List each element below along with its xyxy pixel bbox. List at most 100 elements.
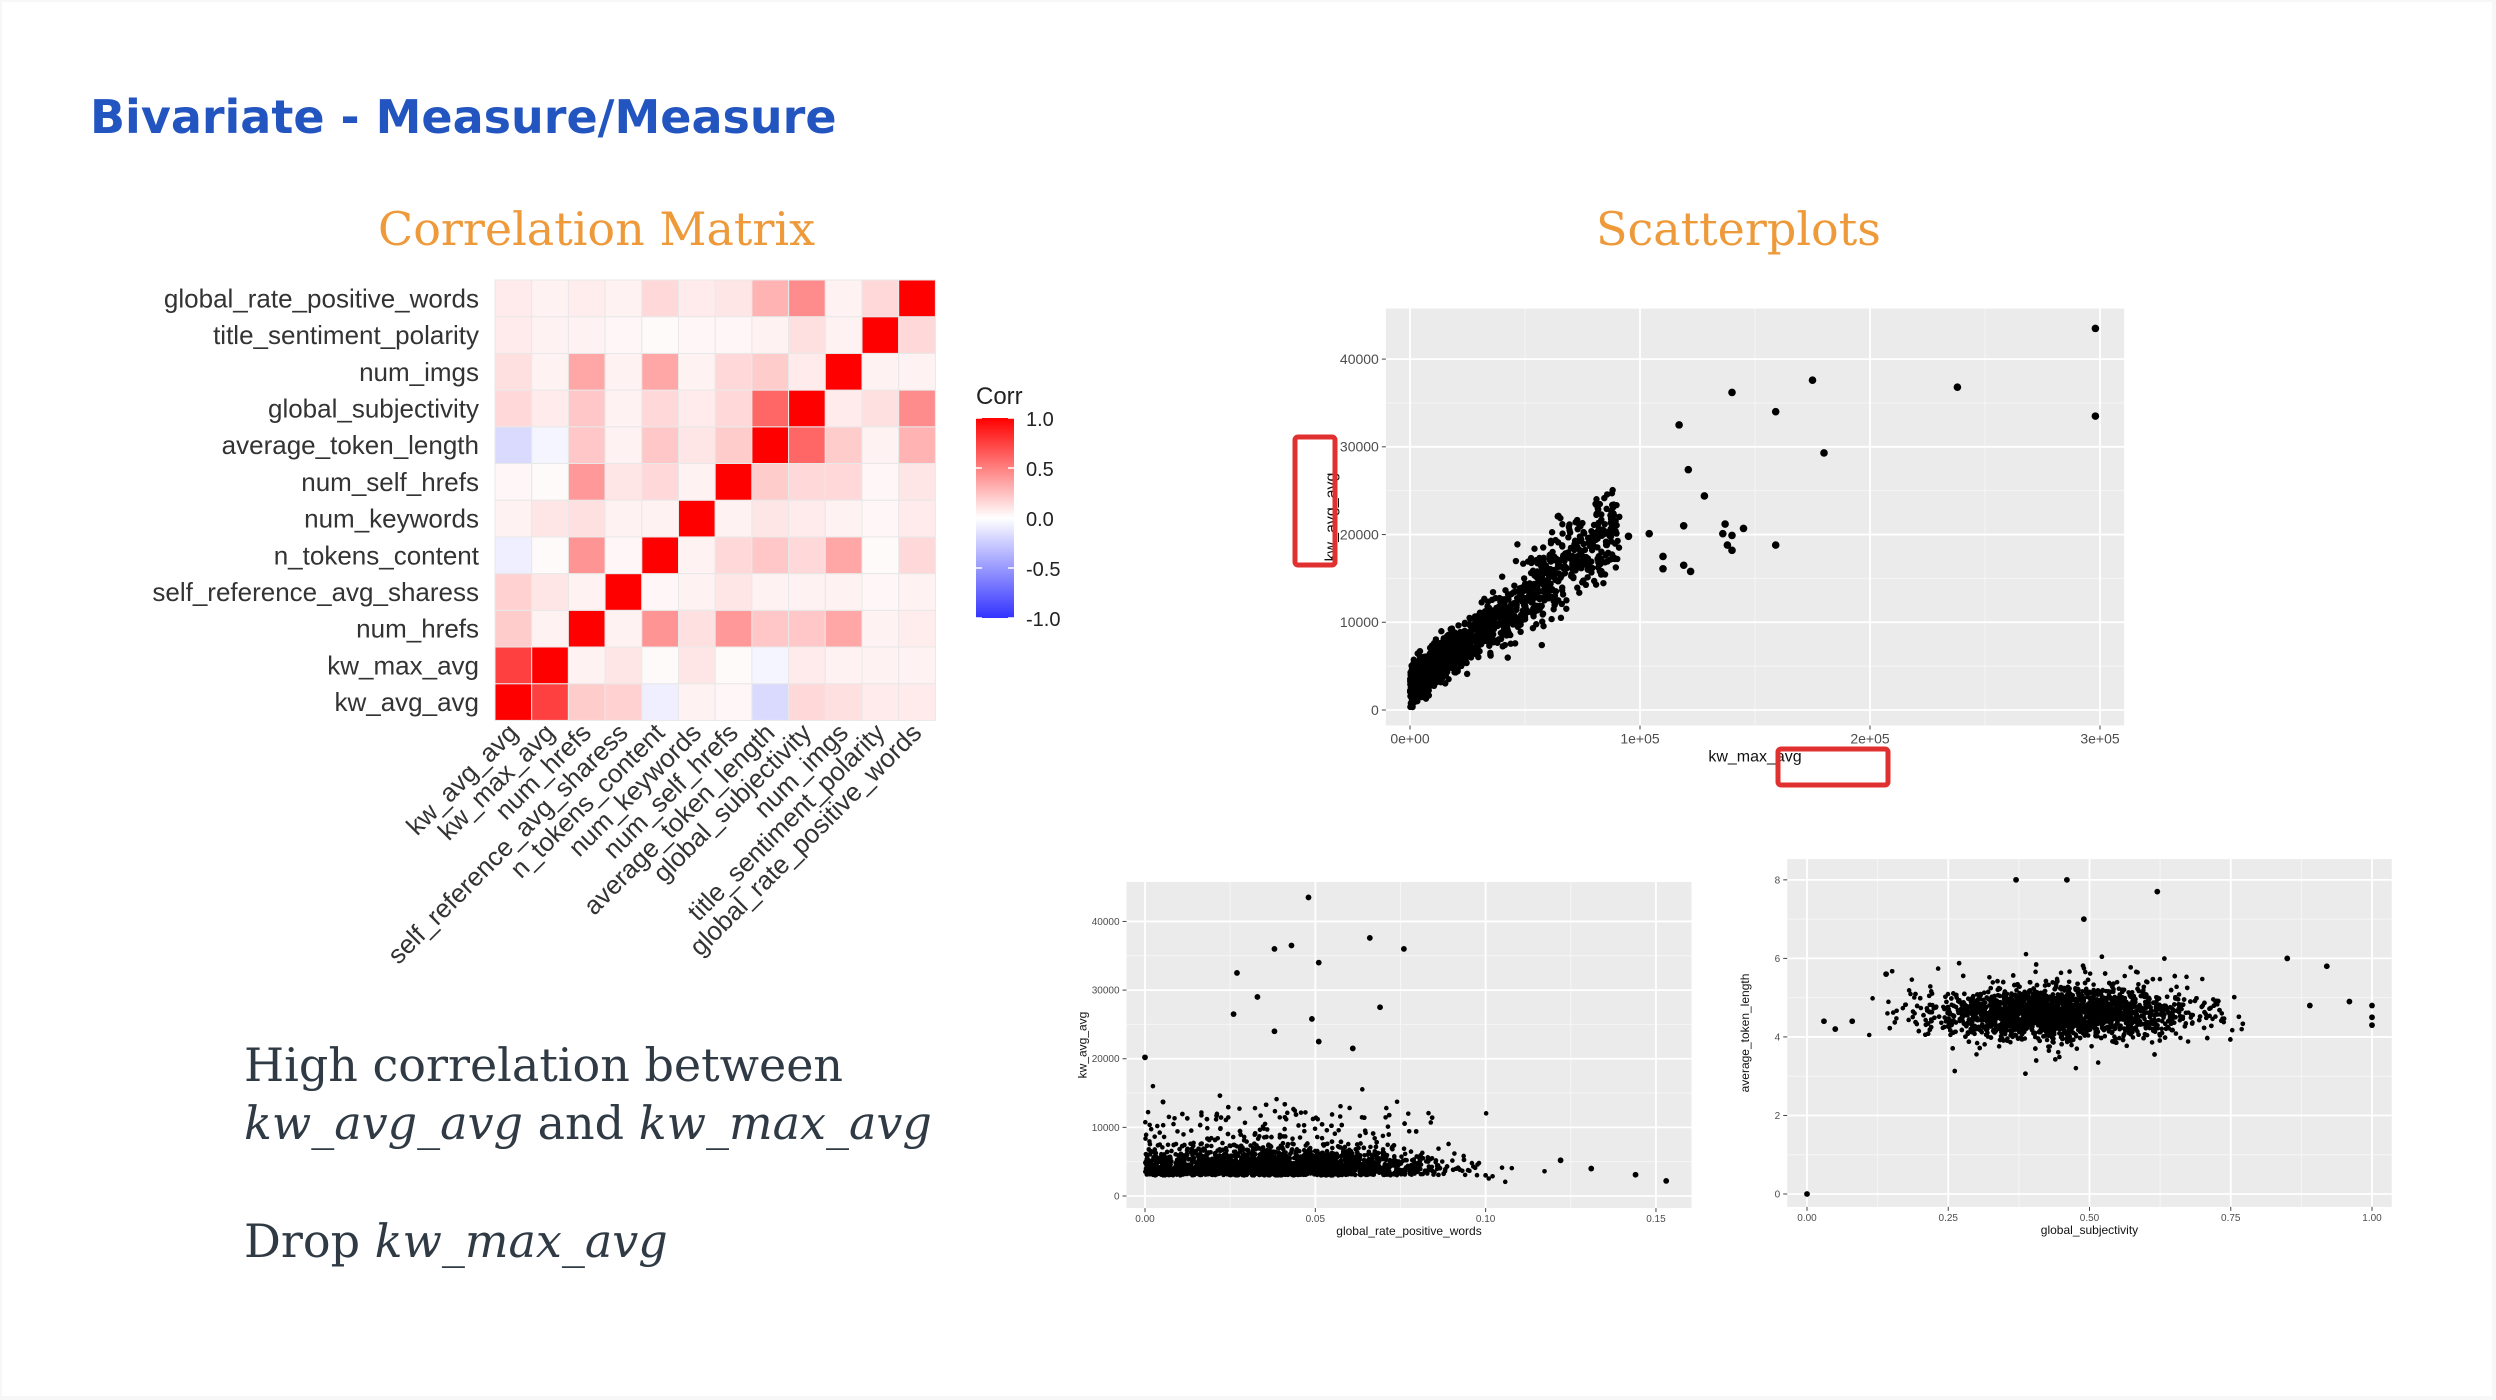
cloud-point: [1416, 647, 1424, 655]
y-tick-label: 30000: [1092, 986, 1120, 997]
cloud-point: [1386, 1112, 1392, 1118]
cloud-point: [1433, 1158, 1439, 1163]
cloud-point: [1357, 1133, 1363, 1139]
cloud-point: [1557, 614, 1565, 622]
cloud-point: [1179, 1160, 1185, 1165]
heatmap-cell: [678, 279, 716, 318]
heatmap-y-label: average_token_length: [222, 430, 479, 460]
cloud-point: [1305, 1141, 1310, 1146]
heatmap-legend-label: 0.5: [1026, 459, 1054, 481]
data-point: [1309, 1016, 1315, 1022]
cloud-point: [1528, 584, 1535, 592]
cloud-point: [1321, 1161, 1327, 1166]
cloud-point: [1278, 1170, 1284, 1176]
heatmap-cell: [751, 683, 790, 721]
cloud-point: [1232, 1142, 1237, 1148]
cloud-point: [1347, 1105, 1352, 1111]
cloud-point: [1380, 1133, 1386, 1139]
heatmap-cell: [567, 683, 606, 721]
cloud-point: [1447, 651, 1455, 659]
heatmap-cell: [824, 646, 863, 685]
data-point: [1721, 520, 1729, 528]
cloud-point: [1575, 563, 1583, 571]
cloud-point: [1167, 1170, 1173, 1175]
cloud-point: [1169, 1148, 1174, 1154]
cloud-point: [1307, 1157, 1313, 1163]
heatmap-cell: [494, 316, 533, 354]
heatmap-cell: [861, 316, 900, 354]
cloud-point: [1352, 1161, 1357, 1166]
cloud-point: [1221, 1167, 1227, 1172]
data-point: [1771, 541, 1780, 549]
heatmap-legend-bar: [976, 418, 1014, 618]
cloud-point: [1540, 554, 1547, 562]
heatmap-cell: [824, 499, 863, 538]
cloud-point: [1595, 526, 1602, 534]
heatmap-cell: [788, 683, 826, 721]
cloud-point: [1548, 615, 1555, 623]
heatmap-cell: [824, 463, 863, 501]
point-cloud: [1866, 951, 2246, 1076]
cloud-point: [1176, 1159, 1181, 1164]
cloud-point: [1550, 567, 1557, 574]
heatmap-cell: [861, 646, 900, 685]
heatmap-legend-label: -0.5: [1026, 559, 1060, 581]
cloud-point: [1228, 1155, 1233, 1161]
cloud-point: [1413, 1129, 1419, 1134]
cloud-point: [1373, 1144, 1379, 1150]
cloud-point: [1291, 1106, 1296, 1112]
heatmap-cell: [898, 499, 936, 538]
cloud-point: [1234, 1151, 1239, 1156]
cloud-point: [1334, 1169, 1340, 1174]
heatmap-cell: [751, 426, 790, 465]
heatmap-cell: [531, 463, 569, 501]
cloud-point: [1345, 1171, 1351, 1176]
cloud-point: [1144, 1165, 1150, 1171]
heatmap-cell: [604, 609, 643, 648]
data-point: [1679, 521, 1688, 530]
heatmap-cell: [678, 683, 716, 721]
heatmap-cell: [494, 683, 533, 721]
cloud-point: [1429, 1115, 1435, 1120]
cloud-point: [1182, 1170, 1187, 1176]
cloud-point: [1242, 1120, 1248, 1126]
cloud-point: [1308, 1171, 1313, 1176]
cloud-point: [1293, 1161, 1298, 1167]
cloud-point: [1338, 1166, 1343, 1172]
cloud-point: [1370, 1159, 1375, 1164]
cloud-point: [1319, 1135, 1325, 1141]
heatmap-cell: [824, 609, 863, 648]
cloud-point: [1262, 1121, 1268, 1127]
cloud-point: [1407, 1171, 1413, 1177]
heatmap-legend-label: 0.0: [1026, 509, 1054, 531]
data-point: [1820, 449, 1828, 457]
cloud-point: [1391, 1143, 1397, 1148]
cloud-point: [1205, 1125, 1210, 1131]
cloud-point: [1461, 1153, 1466, 1159]
heatmap-cell: [898, 683, 936, 721]
heatmap-cell: [678, 573, 716, 611]
cloud-point: [1240, 1153, 1246, 1158]
data-point: [1366, 935, 1373, 941]
cloud-point: [1218, 1115, 1224, 1120]
cloud-point: [1336, 1127, 1341, 1133]
data-point: [1771, 407, 1780, 416]
heatmap-cell: [861, 389, 900, 428]
cloud-point: [1588, 569, 1595, 576]
cloud-point: [1485, 614, 1493, 622]
correlation-matrix-title: Correlation Matrix: [378, 202, 816, 256]
cloud-point: [1581, 561, 1589, 568]
heatmap-cell: [714, 499, 753, 538]
cloud-point: [1361, 1115, 1367, 1121]
cloud-point: [1317, 1168, 1322, 1173]
cloud-point: [1172, 1164, 1178, 1170]
y-tick-label: 4: [1775, 1032, 1781, 1043]
cloud-point: [1339, 1170, 1345, 1176]
heatmap-cell: [531, 426, 569, 465]
cloud-point: [1200, 1165, 1205, 1170]
cloud-point: [1175, 1129, 1180, 1134]
cloud-point: [1437, 639, 1444, 647]
cloud-point: [1263, 1155, 1268, 1160]
point-cloud: [1142, 1083, 1547, 1185]
cloud-point: [1557, 574, 1564, 581]
